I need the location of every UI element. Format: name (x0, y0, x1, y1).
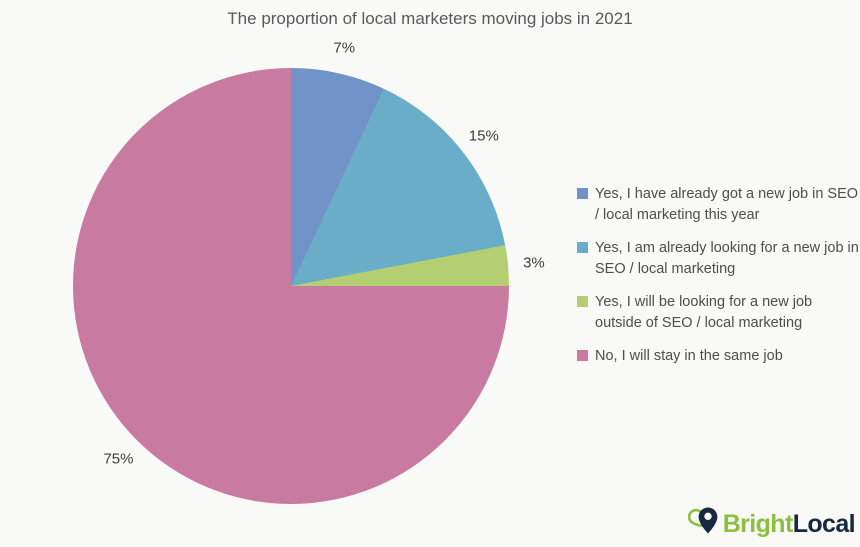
legend-swatch (577, 242, 588, 253)
legend-label: Yes, I am already looking for a new job … (595, 240, 859, 277)
brightlocal-wordmark-bright: Bright (722, 510, 794, 538)
legend-item: Yes, I will be looking for a new job out… (577, 292, 859, 334)
legend-item: Yes, I have already got a new job in SEO… (577, 184, 859, 226)
legend-swatch (577, 188, 588, 199)
legend-label: Yes, I have already got a new job in SEO… (595, 186, 859, 223)
pie (73, 68, 509, 504)
brightlocal-pin-icon (687, 505, 721, 544)
slice-label: 3% (523, 254, 545, 272)
legend-swatch (577, 350, 588, 361)
chart-title: The proportion of local marketers moving… (227, 9, 633, 28)
legend-item: No, I will stay in the same job (577, 346, 859, 367)
legend-item: Yes, I am already looking for a new job … (577, 238, 859, 280)
brightlocal-wordmark-local: Local (792, 510, 856, 538)
legend-swatch (577, 296, 588, 307)
slice-label: 75% (103, 450, 134, 468)
legend-label: Yes, I will be looking for a new job out… (595, 294, 813, 331)
brightlocal-logo: BrightLocal (687, 505, 856, 544)
slice-label: 7% (333, 39, 356, 57)
brightlocal-wordmark: BrightLocal (722, 508, 856, 541)
slice-label: 15% (468, 127, 499, 145)
legend-label: No, I will stay in the same job (595, 348, 783, 364)
legend: Yes, I have already got a new job in SEO… (577, 184, 859, 367)
